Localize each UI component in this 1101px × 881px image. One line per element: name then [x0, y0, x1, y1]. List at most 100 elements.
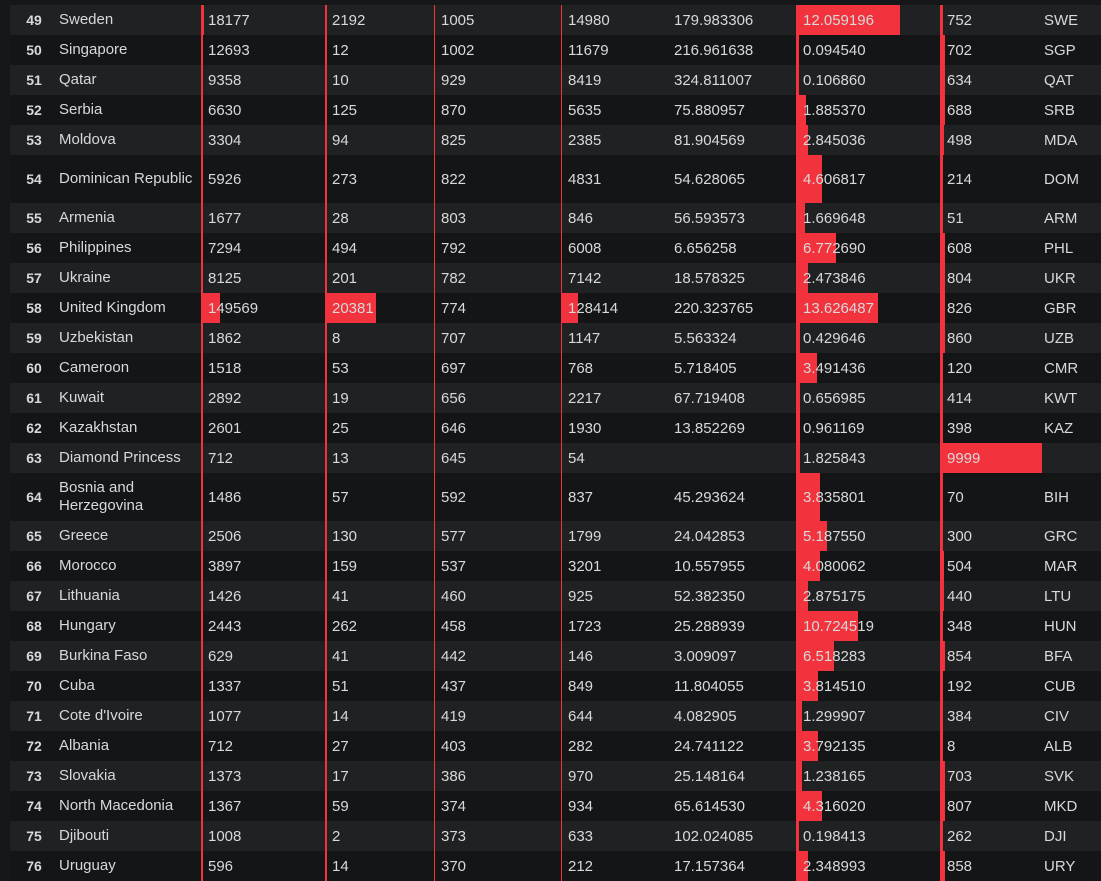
per-million-cell-text: 75.880957: [674, 101, 745, 119]
rank2-cell-text: 373: [441, 827, 467, 845]
table-row[interactable]: 73 Slovakia 1373 17 386 970 25.148164 1.238165 7…: [10, 761, 1101, 791]
table-row[interactable]: 54 Dominican Republic 5926 273 822 4831 54.628…: [10, 155, 1101, 203]
table-row[interactable]: 57 Ukraine 8125 201 782 7142 18.578325 2.473846…: [10, 263, 1101, 293]
code-num-cell-bar: [940, 95, 945, 125]
cases-cell-text: 1426: [208, 587, 242, 605]
table-row[interactable]: 51 Qatar 9358 10 929 8419 324.811007 0.106860 63…: [10, 65, 1101, 95]
table-row[interactable]: 69 Burkina Faso 629 41 442 146 3.009097 6.51828…: [10, 641, 1101, 671]
code-num-cell-text: 414: [947, 389, 973, 407]
active-cell: 282: [561, 731, 668, 761]
active-cell-text: 282: [568, 737, 594, 755]
mortality-cell: 3.814510: [796, 671, 943, 701]
iso-cell: SRB: [1044, 95, 1101, 125]
country-cell: Lithuania: [59, 581, 199, 611]
country-cell-text: Qatar: [59, 71, 97, 88]
code-num-cell-text: 262: [947, 827, 973, 845]
rank-cell: 50: [10, 35, 58, 65]
country-cell-text: Cote d'Ivoire: [59, 707, 143, 724]
table-row[interactable]: 75 Djibouti 1008 2 373 633 102.024085 0.198413 2…: [10, 821, 1101, 851]
table-row[interactable]: 53 Moldova 3304 94 825 2385 81.904569 2.845036 4…: [10, 125, 1101, 155]
active-cell-text: 970: [568, 767, 594, 785]
active-cell-bar: [561, 35, 562, 65]
code-num-cell-bar: [940, 521, 943, 551]
mortality-cell-bar: [796, 155, 822, 203]
iso-cell-text: CMR: [1044, 359, 1079, 377]
active-cell: 633: [561, 821, 668, 851]
code-num-cell-text: 504: [947, 557, 973, 575]
table-row[interactable]: 55 Armenia 1677 28 803 846 56.593573 1.669648 51…: [10, 203, 1101, 233]
rank2-cell: 656: [434, 383, 563, 413]
table-row[interactable]: 63 Diamond Princess 712 13 645 54 1.825843 9999: [10, 443, 1101, 473]
table-row[interactable]: 67 Lithuania 1426 41 460 925 52.382350 2.875175…: [10, 581, 1101, 611]
mortality-cell-bar: [796, 731, 818, 761]
rank-cell-text: 63: [26, 450, 42, 466]
code-num-cell: 384: [940, 701, 1042, 731]
table-row[interactable]: 70 Cuba 1337 51 437 849 11.804055 3.814510 192 CU…: [10, 671, 1101, 701]
iso-cell-text: DOM: [1044, 170, 1079, 188]
table-row[interactable]: 62 Kazakhstan 2601 25 646 1930 13.852269 0.9611…: [10, 413, 1101, 443]
mortality-cell-text: 13.626487: [803, 299, 874, 317]
mortality-cell-text: 0.961169: [803, 419, 865, 437]
per-million-cell: 3.009097: [674, 641, 794, 671]
cases-cell-text: 9358: [208, 71, 242, 89]
table-row[interactable]: 72 Albania 712 27 403 282 24.741122 3.792135 8 AL…: [10, 731, 1101, 761]
cases-cell: 2506: [201, 521, 330, 551]
table-row[interactable]: 65 Greece 2506 130 577 1799 24.042853 5.187550 3…: [10, 521, 1101, 551]
per-million-cell: 4.082905: [674, 701, 794, 731]
rank2-cell-text: 782: [441, 269, 467, 287]
table-row[interactable]: 59 Uzbekistan 1862 8 707 1147 5.563324 0.429646…: [10, 323, 1101, 353]
mortality-cell-text: 4.080062: [803, 557, 866, 575]
rank2-cell-text: 386: [441, 767, 467, 785]
rank-cell-text: 67: [26, 588, 42, 604]
country-cell: Moldova: [59, 125, 199, 155]
table-row[interactable]: 76 Uruguay 596 14 370 212 17.157364 2.348993 858…: [10, 851, 1101, 881]
rank2-cell: 437: [434, 671, 563, 701]
country-cell-text: Lithuania: [59, 587, 120, 604]
table-row[interactable]: 60 Cameroon 1518 53 697 768 5.718405 3.491436 12…: [10, 353, 1101, 383]
table-row[interactable]: 66 Morocco 3897 159 537 3201 10.557955 4.080062…: [10, 551, 1101, 581]
cases-cell-bar: [201, 65, 203, 95]
deaths-cell-text: 59: [332, 797, 349, 815]
deaths-cell: 59: [325, 791, 438, 821]
cases-cell-bar: [201, 521, 203, 551]
per-million-cell: 17.157364: [674, 851, 794, 881]
per-million-cell-text: 11.804055: [674, 677, 744, 695]
code-num-cell: 51: [940, 203, 1042, 233]
rank-cell-text: 62: [26, 420, 42, 436]
table-row[interactable]: 52 Serbia 6630 125 870 5635 75.880957 1.885370 6…: [10, 95, 1101, 125]
active-cell-bar: [561, 5, 562, 35]
code-num-cell: 70: [940, 473, 1042, 521]
table-row[interactable]: 68 Hungary 2443 262 458 1723 25.288939 10.72451…: [10, 611, 1101, 641]
rank2-cell: 403: [434, 731, 563, 761]
active-cell-text: 633: [568, 827, 594, 845]
mortality-cell-text: 4.606817: [803, 170, 866, 188]
deaths-cell: 27: [325, 731, 438, 761]
rank-cell: 55: [10, 203, 58, 233]
rank-cell: 64: [10, 473, 58, 521]
rank-cell-text: 60: [26, 360, 42, 376]
table-row[interactable]: 71 Cote d'Ivoire 1077 14 419 644 4.082905 1.299…: [10, 701, 1101, 731]
code-num-cell: 398: [940, 413, 1042, 443]
table-row[interactable]: 64 Bosnia and Herzegovina 1486 57 592 837 45.2…: [10, 473, 1101, 521]
cases-cell: 6630: [201, 95, 330, 125]
rank-cell-text: 49: [26, 12, 42, 28]
table-row[interactable]: 61 Kuwait 2892 19 656 2217 67.719408 0.656985 41…: [10, 383, 1101, 413]
per-million-cell: 65.614530: [674, 791, 794, 821]
table-row[interactable]: 74 North Macedonia 1367 59 374 934 65.614530 4.…: [10, 791, 1101, 821]
active-cell-text: 1723: [568, 617, 602, 635]
table-row[interactable]: 50 Singapore 12693 12 1002 11679 216.961638 0.0…: [10, 35, 1101, 65]
rank2-cell-text: 929: [441, 71, 467, 89]
active-cell: 644: [561, 701, 668, 731]
country-cell: Qatar: [59, 65, 199, 95]
cases-cell-text: 1337: [208, 677, 242, 695]
table-row[interactable]: 56 Philippines 7294 494 792 6008 6.656258 6.772…: [10, 233, 1101, 263]
table-row[interactable]: 49 Sweden 18177 2192 1005 14980 179.983306 12.0…: [10, 5, 1101, 35]
table-row[interactable]: 58 United Kingdom 149569 20381 774 128414 220.…: [10, 293, 1101, 323]
active-cell: 1799: [561, 521, 668, 551]
mortality-cell: 2.473846: [796, 263, 943, 293]
cases-cell-bar: [201, 473, 203, 521]
rank2-cell-bar: [434, 203, 435, 233]
active-cell: 837: [561, 473, 668, 521]
rank2-cell-text: 1002: [441, 41, 475, 59]
code-num-cell-bar: [940, 821, 943, 851]
